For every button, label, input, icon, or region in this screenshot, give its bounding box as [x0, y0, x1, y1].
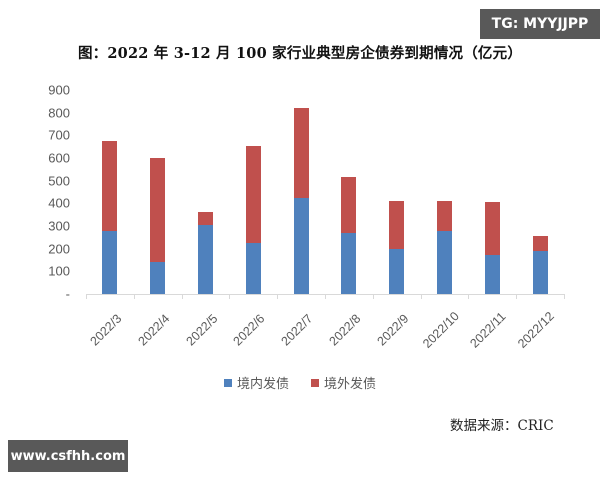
y-tick-label: 600 — [48, 150, 70, 166]
x-tick-mark — [181, 294, 183, 299]
bar-segment-overseas — [437, 201, 452, 231]
x-tick-label: 2022/12 — [515, 309, 558, 351]
y-tick-label: 100 — [48, 263, 70, 279]
watermark-tg: TG: MYYJJPP — [480, 9, 600, 39]
bar-segment-overseas — [198, 212, 213, 225]
x-tick-label: 2022/3 — [87, 311, 125, 349]
bar-segment-overseas — [102, 141, 118, 231]
bar-segment-domestic — [102, 230, 118, 294]
legend-swatch-overseas-icon — [311, 378, 319, 387]
y-tick-label: 700 — [48, 127, 70, 143]
bar-segment-overseas — [341, 177, 357, 233]
legend: 境内发债 境外发债 — [0, 373, 600, 392]
bar-2022-3 — [102, 141, 118, 294]
x-tick-mark — [420, 294, 422, 299]
x-tick-label: 2022/8 — [326, 311, 364, 349]
chart-title: 图：2022 年 3-12 月 100 家行业典型房企债券到期情况（亿元） — [77, 45, 523, 62]
x-tick-mark — [564, 294, 565, 299]
data-source-note: 数据来源：CRIC — [450, 418, 554, 434]
bar-2022-9 — [389, 201, 405, 294]
legend-swatch-domestic-icon — [223, 378, 232, 387]
y-tick-label: 800 — [48, 105, 70, 121]
x-tick-mark — [133, 294, 135, 299]
legend-label-overseas: 境外发债 — [324, 377, 377, 392]
bar-2022-10 — [437, 201, 452, 294]
bar-segment-domestic — [389, 248, 405, 294]
x-tick-label: 2022/7 — [278, 311, 316, 349]
bar-segment-overseas — [532, 236, 548, 251]
bar-2022-4 — [150, 158, 166, 294]
legend-item-domestic: 境内发债 — [223, 373, 289, 392]
bar-2022-11 — [484, 202, 500, 294]
legend-label-domestic: 境内发债 — [236, 377, 289, 392]
bar-segment-domestic — [150, 262, 166, 294]
x-tick-label: 2022/9 — [374, 311, 412, 349]
x-tick-mark — [229, 294, 231, 299]
bar-2022-5 — [198, 212, 213, 294]
y-tick-label: 200 — [48, 241, 70, 257]
x-tick-label: 2022/6 — [230, 311, 268, 349]
bar-2022-12 — [532, 236, 548, 294]
bar-segment-overseas — [293, 108, 309, 198]
x-tick-label: 2022/5 — [183, 311, 220, 349]
bar-segment-domestic — [341, 232, 357, 294]
bar-segment-domestic — [198, 224, 213, 294]
bar-segment-domestic — [532, 250, 548, 294]
y-tick-label: 300 — [48, 218, 70, 234]
y-tick-label: 500 — [48, 173, 70, 189]
bar-segment-domestic — [484, 255, 500, 294]
y-tick-label: 900 — [48, 82, 70, 98]
bar-2022-6 — [245, 145, 261, 294]
x-tick-mark — [86, 294, 87, 299]
watermark-website: www.csfhh.com — [8, 440, 128, 472]
bar-segment-overseas — [484, 202, 500, 256]
bar-segment-overseas — [150, 158, 166, 263]
bar-segment-overseas — [389, 201, 405, 249]
bar-2022-7 — [293, 108, 309, 294]
legend-item-overseas: 境外发债 — [311, 373, 376, 392]
bar-2022-8 — [341, 177, 357, 294]
x-tick-label: 2022/11 — [467, 309, 509, 351]
x-tick-mark — [468, 294, 470, 299]
x-tick-mark — [325, 294, 326, 299]
x-tick-label: 2022/4 — [135, 311, 173, 349]
y-tick-label: - — [65, 286, 70, 302]
y-tick-label: 400 — [48, 195, 70, 211]
bar-segment-domestic — [245, 242, 261, 294]
bar-segment-overseas — [245, 145, 261, 243]
x-tick-mark — [516, 294, 518, 299]
x-tick-label: 2022/10 — [419, 309, 462, 351]
x-tick-mark — [277, 294, 279, 299]
bar-segment-domestic — [293, 197, 309, 294]
x-tick-mark — [372, 294, 374, 299]
bar-segment-domestic — [437, 230, 452, 294]
